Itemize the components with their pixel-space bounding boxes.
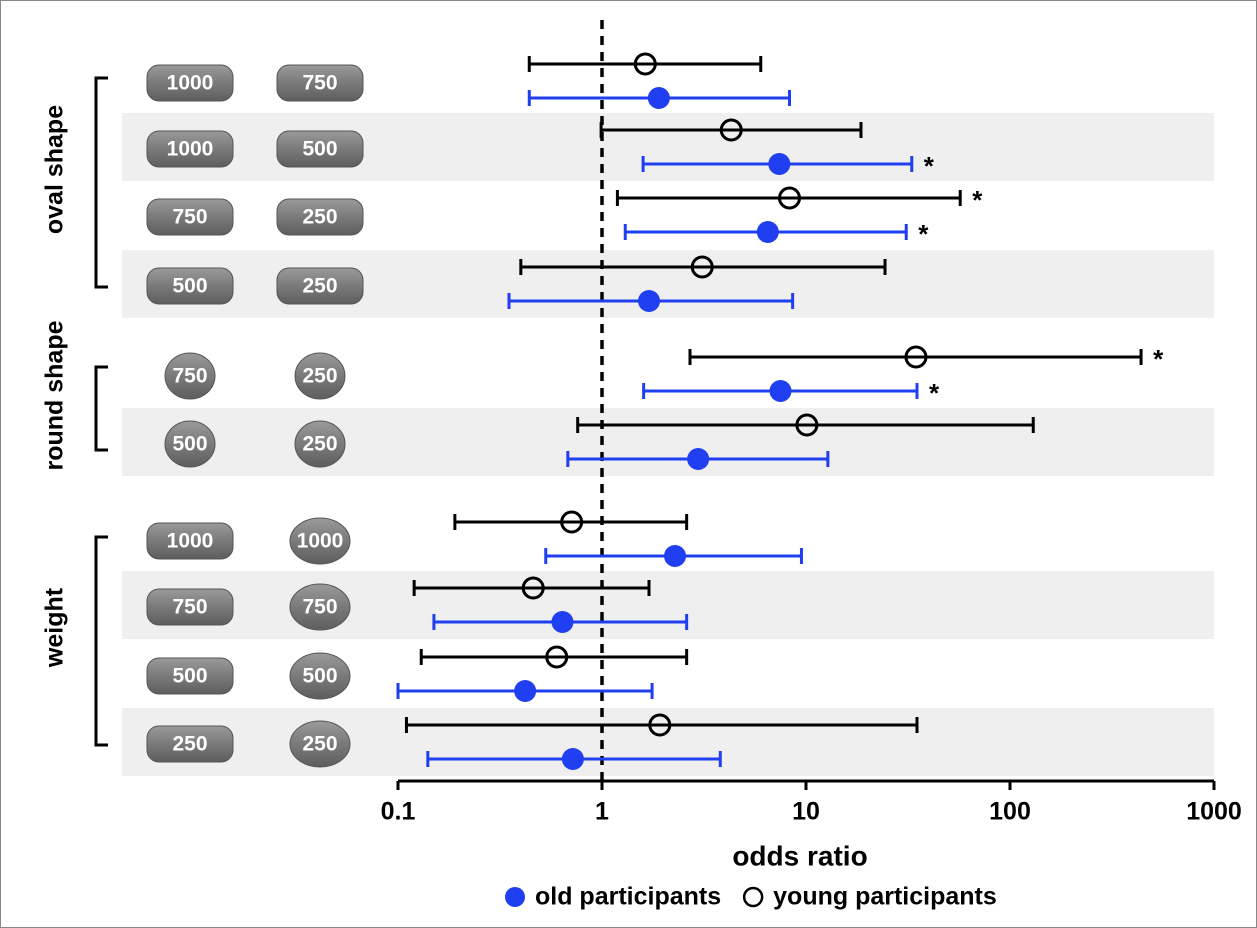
pill-label: 500 xyxy=(302,665,337,688)
pill-label: 250 xyxy=(302,733,337,756)
pill-label: 750 xyxy=(172,206,207,229)
group-label: weight xyxy=(42,553,69,703)
group-label: oval shape xyxy=(42,94,69,244)
point xyxy=(664,545,686,567)
significance: * xyxy=(918,219,929,249)
row-band xyxy=(122,571,1214,639)
point xyxy=(768,153,790,175)
error-bar xyxy=(690,349,1141,365)
significance: * xyxy=(1153,344,1164,374)
x-tick-label: 1000 xyxy=(1186,798,1242,826)
point xyxy=(770,380,792,402)
point xyxy=(551,611,573,633)
x-tick-label: 100 xyxy=(989,798,1031,826)
x-tick-label: 10 xyxy=(792,798,820,826)
pill-label: 750 xyxy=(172,596,207,619)
legend-label: young participants xyxy=(773,883,997,911)
x-axis-label: odds ratio xyxy=(732,840,867,871)
pill-label: 750 xyxy=(172,365,207,388)
pill-label: 1000 xyxy=(167,72,214,95)
pill-label: 500 xyxy=(302,138,337,161)
error-bar xyxy=(421,649,686,665)
point xyxy=(638,290,660,312)
point xyxy=(648,87,670,109)
legend-marker xyxy=(505,887,525,907)
row-band xyxy=(122,408,1214,476)
significance: * xyxy=(924,151,935,181)
pill-label: 500 xyxy=(172,433,207,456)
group-bracket xyxy=(96,537,108,745)
pill-label: 1000 xyxy=(167,138,214,161)
pill-label: 500 xyxy=(172,275,207,298)
point xyxy=(757,221,779,243)
error-bar xyxy=(617,190,960,206)
pill-label: 1000 xyxy=(167,530,214,553)
pill-label: 1000 xyxy=(297,530,344,553)
group-bracket xyxy=(96,78,108,287)
x-tick-label: 0.1 xyxy=(381,798,416,826)
pill-label: 250 xyxy=(302,206,337,229)
pill-label: 250 xyxy=(302,365,337,388)
legend-label: old participants xyxy=(535,883,721,911)
error-bar xyxy=(529,56,760,72)
point xyxy=(514,680,536,702)
pill-label: 250 xyxy=(302,275,337,298)
point xyxy=(562,748,584,770)
pill-label: 500 xyxy=(172,665,207,688)
error-bar xyxy=(455,514,687,530)
pill-label: 750 xyxy=(302,72,337,95)
legend-marker xyxy=(744,888,762,906)
pill-label: 250 xyxy=(172,733,207,756)
x-tick-label: 1 xyxy=(595,798,609,826)
significance: * xyxy=(929,378,940,408)
point xyxy=(687,448,709,470)
group-label: round shape xyxy=(42,320,69,470)
chart: odds ratio 1000 750 1000 500 750 250 500 250 750… xyxy=(0,0,1257,928)
group-bracket xyxy=(96,367,108,450)
pill-label: 750 xyxy=(302,596,337,619)
pill-label: 250 xyxy=(302,433,337,456)
significance: * xyxy=(972,185,983,215)
